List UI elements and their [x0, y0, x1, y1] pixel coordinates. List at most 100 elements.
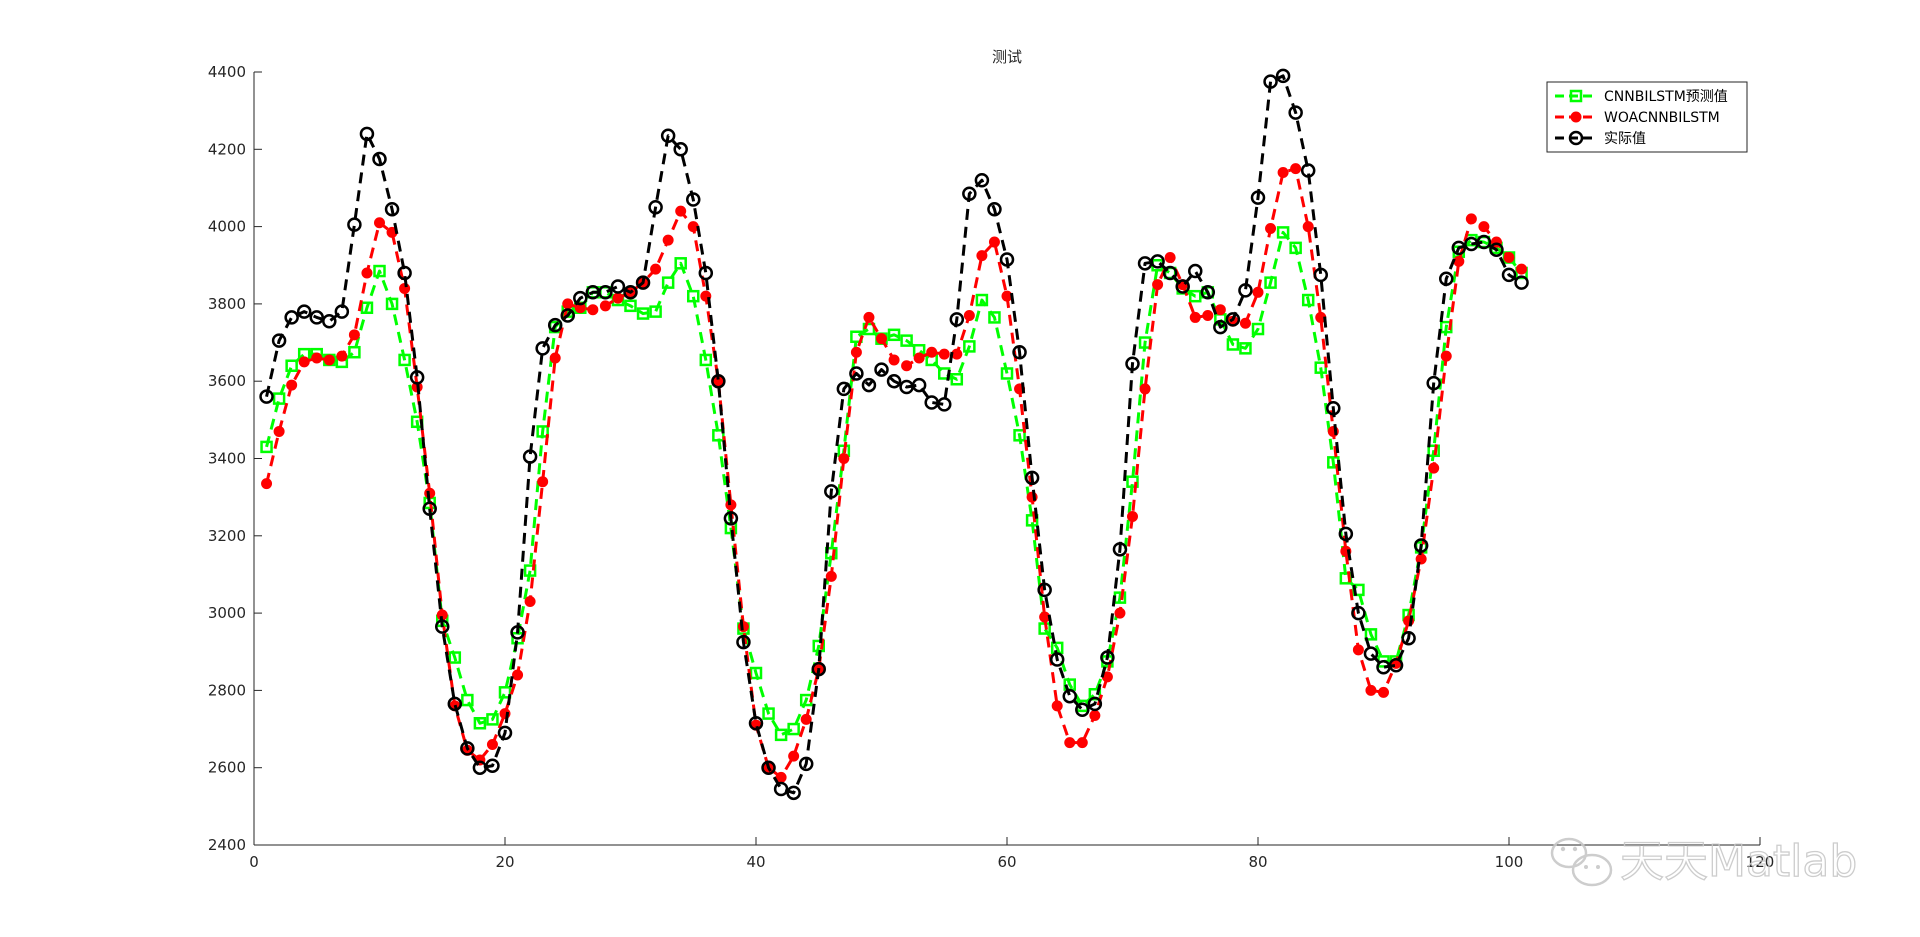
data-point — [788, 750, 800, 762]
data-point — [1290, 163, 1302, 175]
data-point — [510, 625, 525, 640]
data-point — [486, 713, 499, 726]
data-point — [1264, 276, 1277, 289]
y-tick-label: 3600 — [208, 372, 246, 390]
data-point — [1439, 271, 1454, 287]
data-point — [1251, 322, 1265, 336]
data-point — [1162, 265, 1178, 281]
data-point — [398, 353, 411, 367]
data-point — [1012, 344, 1027, 360]
data-point — [1152, 279, 1164, 291]
data-point — [612, 292, 624, 304]
data-point — [888, 354, 900, 366]
data-point — [361, 267, 373, 279]
data-point — [397, 265, 412, 281]
data-point — [624, 299, 637, 313]
data-point — [1401, 630, 1416, 646]
data-point — [886, 373, 902, 389]
y-tick-label: 2400 — [208, 836, 246, 854]
series-1 — [260, 226, 1528, 742]
legend-item-2[interactable]: WOACNNBILSTM — [1555, 110, 1720, 126]
watermark-text: 天天Matlab — [1620, 836, 1857, 887]
data-point — [736, 634, 751, 650]
data-point — [1503, 252, 1515, 264]
legend[interactable]: CNNBILSTM预测值 WOACNNBILSTM 实际值 — [1546, 81, 1748, 153]
data-point — [636, 307, 650, 320]
data-point — [876, 333, 887, 345]
data-point — [811, 661, 826, 677]
data-point — [673, 142, 688, 157]
data-point — [587, 304, 599, 316]
data-point — [900, 334, 913, 347]
data-point — [649, 305, 662, 318]
data-point — [284, 310, 299, 325]
data-point — [1365, 684, 1377, 696]
y-tick-label: 2600 — [208, 759, 246, 777]
data-point — [547, 317, 563, 333]
data-point — [762, 707, 775, 720]
data-point — [975, 293, 989, 307]
data-point — [687, 289, 700, 303]
data-point — [660, 128, 676, 144]
y-tick-label: 2800 — [208, 681, 246, 699]
data-point — [949, 312, 965, 327]
data-point — [261, 478, 273, 490]
y-tick-label: 4200 — [208, 140, 246, 158]
data-point — [485, 758, 500, 774]
x-tick-label: 100 — [1495, 853, 1524, 871]
x-tick-label: 60 — [997, 853, 1016, 871]
data-point — [749, 666, 763, 680]
data-point — [309, 310, 324, 325]
data-point — [1440, 350, 1452, 362]
data-point — [1288, 105, 1303, 120]
data-point — [1139, 383, 1151, 395]
data-point — [1126, 475, 1139, 488]
y-tick-label: 3400 — [208, 450, 246, 468]
legend-item-1[interactable]: CNNBILSTM预测值 — [1555, 89, 1728, 105]
data-point — [1089, 710, 1101, 722]
data-point — [987, 201, 1002, 217]
data-point — [1114, 607, 1126, 619]
data-point — [334, 304, 350, 319]
data-point — [1413, 538, 1429, 553]
data-point — [623, 285, 638, 300]
data-point — [662, 234, 674, 246]
data-point — [372, 151, 387, 167]
data-point — [699, 353, 713, 367]
data-point — [1175, 279, 1190, 294]
data-point — [422, 501, 437, 516]
data-point — [1112, 542, 1128, 557]
data-point — [648, 200, 663, 215]
data-point — [723, 511, 739, 526]
data-point — [285, 359, 298, 372]
data-point — [1075, 702, 1090, 717]
data-point — [1202, 309, 1214, 321]
data-point — [259, 389, 274, 404]
series-line — [265, 230, 1523, 737]
data-point — [435, 619, 450, 634]
y-tick-label: 3200 — [208, 527, 246, 545]
x-tick-label: 0 — [249, 853, 259, 871]
data-point — [1302, 221, 1314, 233]
data-point — [951, 348, 963, 360]
data-point — [786, 785, 801, 801]
data-point — [1363, 646, 1379, 661]
data-point — [298, 356, 310, 368]
data-point — [1189, 289, 1202, 303]
data-point — [1378, 686, 1389, 698]
legend-label: 实际值 — [1604, 131, 1646, 147]
data-point — [1127, 510, 1138, 522]
legend-item-3[interactable]: 实际值 — [1555, 130, 1646, 147]
data-point — [1265, 223, 1277, 235]
data-point — [610, 279, 626, 294]
data-point — [974, 172, 990, 188]
data-point — [447, 696, 463, 712]
data-point — [711, 373, 726, 389]
data-point — [937, 397, 952, 412]
data-point — [1427, 444, 1440, 458]
y-tick-label: 3800 — [208, 295, 246, 313]
data-point — [674, 257, 687, 270]
data-point — [988, 311, 1001, 324]
data-point — [1339, 572, 1353, 585]
